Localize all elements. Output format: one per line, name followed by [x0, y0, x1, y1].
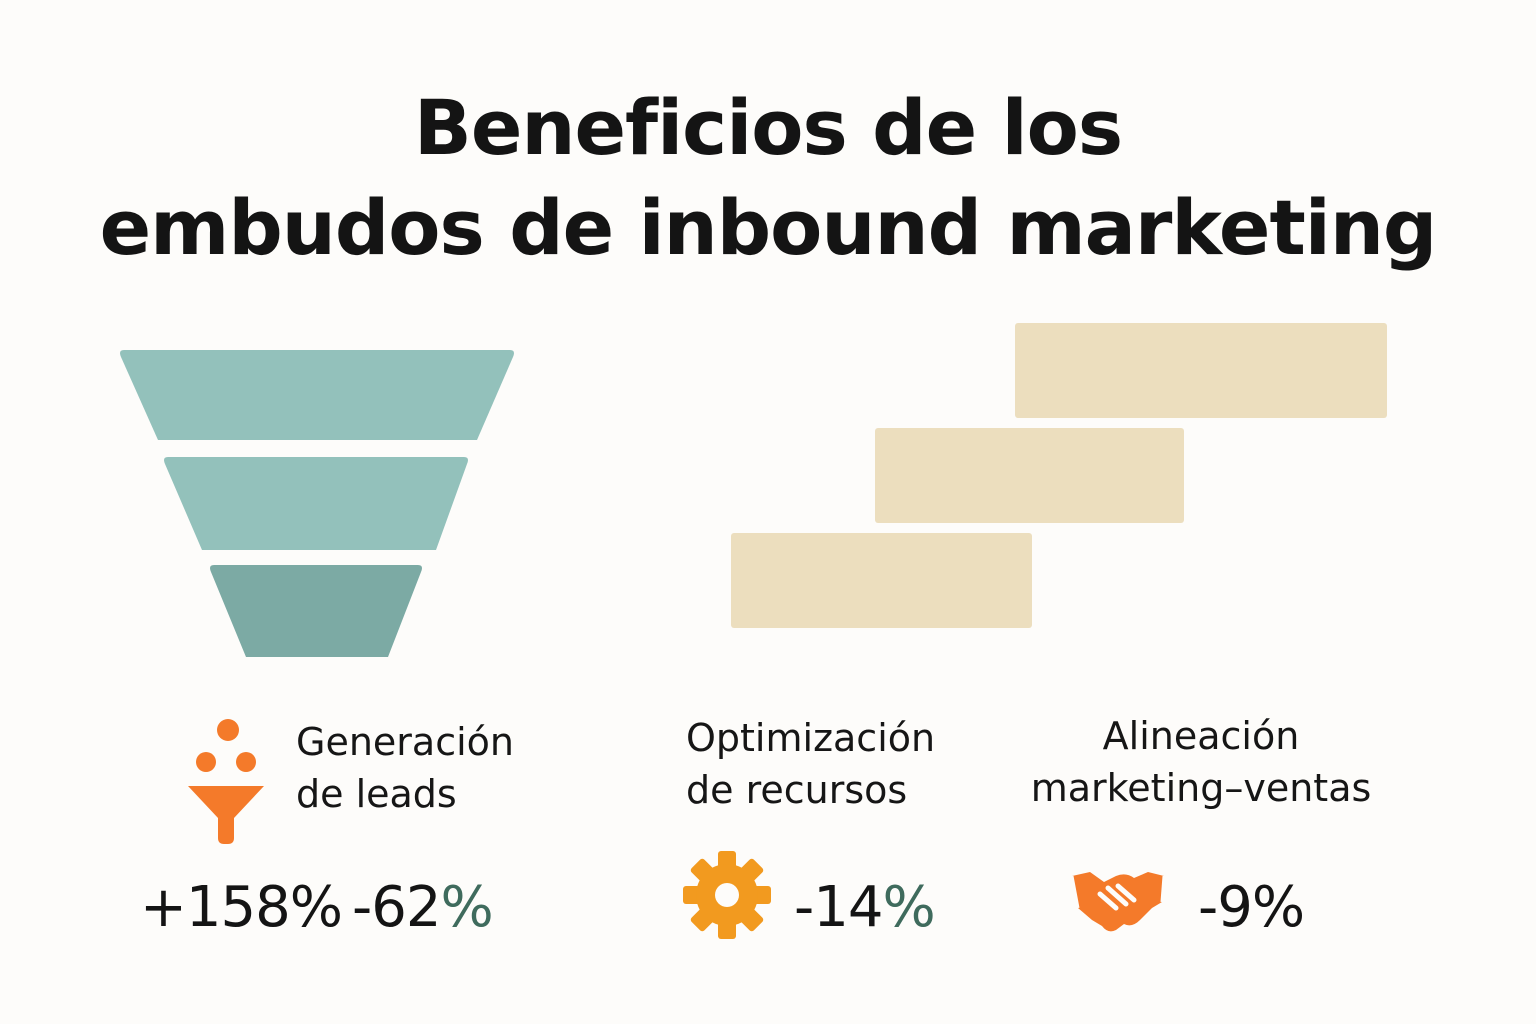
- benefit-label-alignment: Alineación marketing–ventas: [1030, 714, 1372, 810]
- title-line-2: embudos de inbound marketing: [99, 183, 1438, 272]
- stat-alignment: -9%: [1198, 875, 1305, 940]
- funnel-top-segment: [120, 350, 514, 440]
- page-title: Beneficios de los embudos de inbound mar…: [0, 78, 1536, 278]
- stat-resources: -14%: [794, 875, 936, 940]
- bar-middle: [875, 428, 1184, 523]
- benefit-label-leads: Generación de leads: [296, 720, 514, 816]
- funnel-dots-icon: [188, 719, 264, 844]
- stat-leads-cost: -62%: [352, 875, 494, 940]
- staggered-bars: [731, 323, 1387, 628]
- gear-icon: [683, 851, 771, 939]
- benefit-label-resources: Optimización de recursos: [686, 716, 936, 812]
- bar-bottom: [731, 533, 1032, 628]
- funnel-middle-segment: [164, 457, 468, 550]
- bar-top: [1015, 323, 1387, 418]
- title-line-1: Beneficios de los: [413, 83, 1123, 172]
- handshake-icon: [1070, 872, 1166, 932]
- funnel-bottom-segment: [210, 565, 422, 657]
- stat-leads-increase: +158%: [140, 875, 343, 940]
- funnel-illustration: [120, 350, 514, 657]
